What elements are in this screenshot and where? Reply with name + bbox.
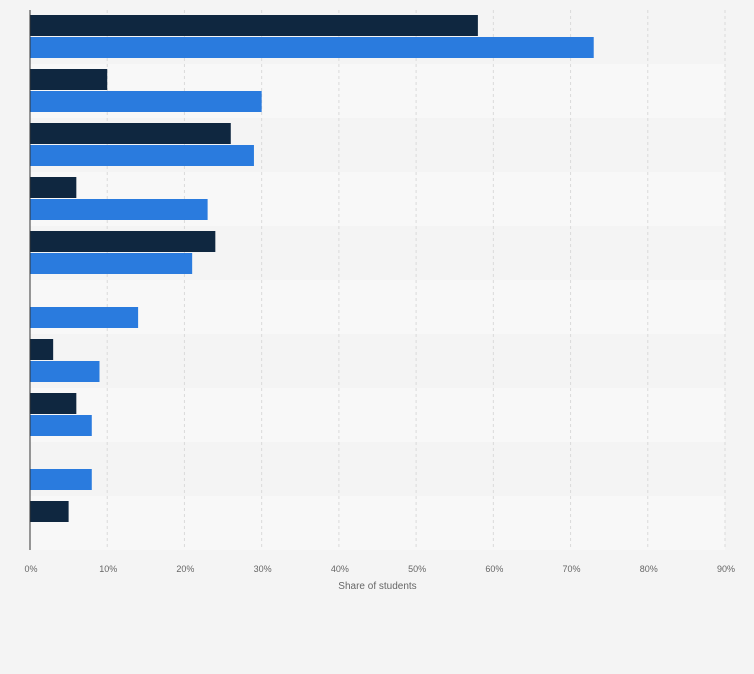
bars (30, 15, 594, 522)
row-band (30, 280, 725, 334)
x-tick-label: 30% (254, 564, 272, 574)
row-band (30, 334, 725, 388)
x-axis-label: Share of students (338, 581, 416, 592)
x-tick-label: 70% (563, 564, 581, 574)
bar (30, 37, 594, 58)
bar (30, 361, 100, 382)
bar (30, 415, 92, 436)
bar (30, 69, 108, 90)
x-tick-label: 80% (640, 564, 658, 574)
x-tick-label: 90% (717, 564, 735, 574)
bar (30, 199, 208, 220)
bar (30, 91, 262, 112)
bar (30, 177, 77, 198)
x-tick-label: 0% (24, 564, 37, 574)
row-band (30, 442, 725, 496)
bar (30, 123, 231, 144)
bar (30, 339, 54, 360)
row-band (30, 388, 725, 442)
bar (30, 501, 69, 522)
row-band (30, 496, 725, 550)
x-tick-label: 60% (485, 564, 503, 574)
bar (30, 253, 193, 274)
bar (30, 307, 139, 328)
bar (30, 231, 216, 252)
bar (30, 145, 254, 166)
x-tick-label: 40% (331, 564, 349, 574)
x-tick-label: 50% (408, 564, 426, 574)
x-tick-label: 20% (176, 564, 194, 574)
bar (30, 469, 92, 490)
x-tick-label: 10% (99, 564, 117, 574)
bar (30, 393, 77, 414)
bar (30, 15, 478, 36)
x-tick-labels: 0% 10% 20% 30% 40% 50% 60% 70% 80% 90% (24, 564, 735, 574)
